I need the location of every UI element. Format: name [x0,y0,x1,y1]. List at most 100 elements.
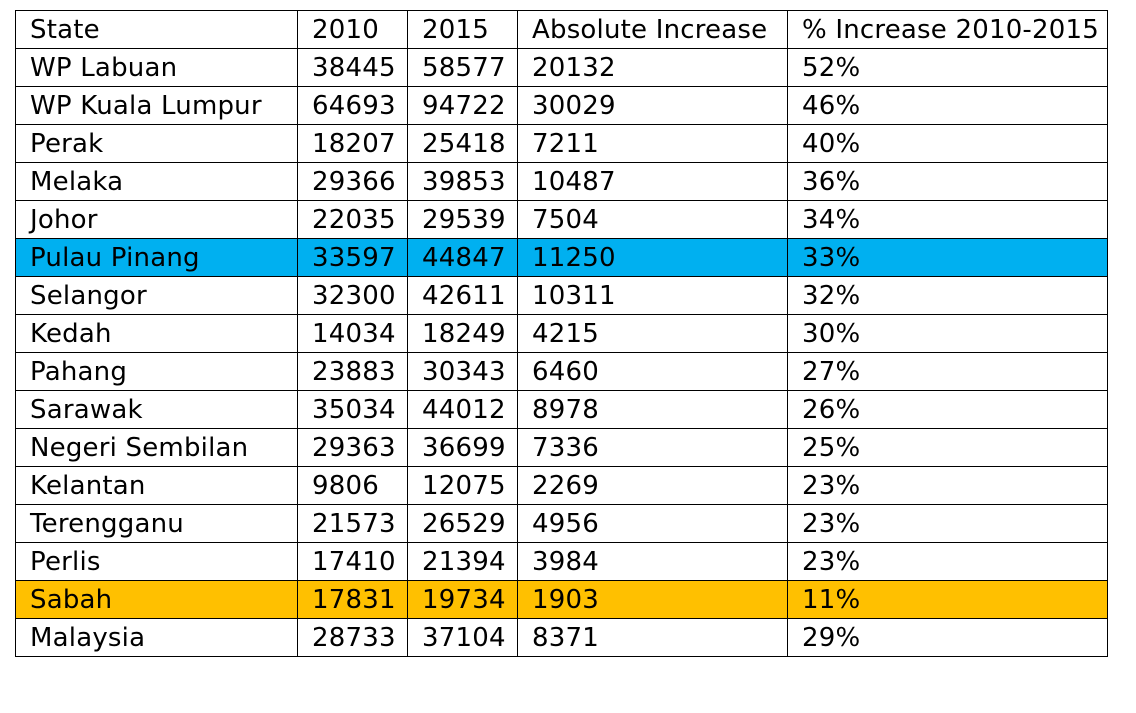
header-2010: 2010 [297,10,408,49]
cell-percent-increase: 40% [787,124,1108,163]
cell-percent-increase: 23% [787,504,1108,543]
cell-state: Kedah [15,314,298,353]
cell-2010: 64693 [297,86,408,125]
cell-absolute-increase: 8978 [517,390,788,429]
cell-2015: 94722 [407,86,518,125]
cell-absolute-increase: 7504 [517,200,788,239]
header-absolute-increase: Absolute Increase [517,10,788,49]
cell-2010: 28733 [297,618,408,657]
cell-2015: 29539 [407,200,518,239]
cell-absolute-increase: 2269 [517,466,788,505]
cell-state: Johor [15,200,298,239]
cell-percent-increase: 23% [787,542,1108,581]
table-row: Kedah 14034 18249 4215 30% [15,314,1108,353]
header-2015: 2015 [407,10,518,49]
cell-2010: 33597 [297,238,408,277]
table-row: Kelantan 9806 12075 2269 23% [15,466,1108,505]
table-row: Sabah 17831 19734 1903 11% [15,580,1108,619]
cell-2010: 23883 [297,352,408,391]
header-percent-increase: % Increase 2010-2015 [787,10,1108,49]
cell-2015: 39853 [407,162,518,201]
cell-absolute-increase: 30029 [517,86,788,125]
cell-state: Sabah [15,580,298,619]
table-row: Sarawak 35034 44012 8978 26% [15,390,1108,429]
cell-absolute-increase: 4956 [517,504,788,543]
cell-2015: 58577 [407,48,518,87]
cell-2015: 37104 [407,618,518,657]
table-header: State 2010 2015 Absolute Increase % Incr… [15,10,1108,49]
cell-absolute-increase: 8371 [517,618,788,657]
cell-2010: 35034 [297,390,408,429]
cell-percent-increase: 11% [787,580,1108,619]
data-table: State 2010 2015 Absolute Increase % Incr… [15,10,1108,657]
cell-percent-increase: 30% [787,314,1108,353]
cell-percent-increase: 36% [787,162,1108,201]
cell-absolute-increase: 3984 [517,542,788,581]
cell-absolute-increase: 7336 [517,428,788,467]
cell-state: Kelantan [15,466,298,505]
cell-state: WP Labuan [15,48,298,87]
cell-2010: 29363 [297,428,408,467]
table-row: Negeri Sembilan 29363 36699 7336 25% [15,428,1108,467]
cell-state: Terengganu [15,504,298,543]
cell-2010: 38445 [297,48,408,87]
header-row: State 2010 2015 Absolute Increase % Incr… [15,10,1108,49]
table-row: WP Labuan 38445 58577 20132 52% [15,48,1108,87]
cell-percent-increase: 33% [787,238,1108,277]
table-row: Melaka 29366 39853 10487 36% [15,162,1108,201]
cell-2015: 19734 [407,580,518,619]
cell-state: Malaysia [15,618,298,657]
cell-state: Selangor [15,276,298,315]
cell-2010: 21573 [297,504,408,543]
table-row: Pahang 23883 30343 6460 27% [15,352,1108,391]
cell-2015: 18249 [407,314,518,353]
cell-2015: 42611 [407,276,518,315]
cell-percent-increase: 23% [787,466,1108,505]
cell-2015: 12075 [407,466,518,505]
cell-2015: 44012 [407,390,518,429]
cell-percent-increase: 34% [787,200,1108,239]
cell-state: Negeri Sembilan [15,428,298,467]
cell-absolute-increase: 4215 [517,314,788,353]
table-row: Perak 18207 25418 7211 40% [15,124,1108,163]
cell-2010: 17831 [297,580,408,619]
cell-percent-increase: 52% [787,48,1108,87]
table-row: Selangor 32300 42611 10311 32% [15,276,1108,315]
cell-percent-increase: 46% [787,86,1108,125]
cell-absolute-increase: 10487 [517,162,788,201]
cell-2015: 26529 [407,504,518,543]
table-row: WP Kuala Lumpur 64693 94722 30029 46% [15,86,1108,125]
cell-state: Pahang [15,352,298,391]
cell-2010: 9806 [297,466,408,505]
cell-state: WP Kuala Lumpur [15,86,298,125]
cell-2010: 22035 [297,200,408,239]
table-row: Terengganu 21573 26529 4956 23% [15,504,1108,543]
cell-2010: 32300 [297,276,408,315]
cell-percent-increase: 25% [787,428,1108,467]
table-body: WP Labuan 38445 58577 20132 52% WP Kuala Lump… [15,48,1108,657]
cell-absolute-increase: 10311 [517,276,788,315]
table-row: Johor 22035 29539 7504 34% [15,200,1108,239]
cell-absolute-increase: 1903 [517,580,788,619]
cell-2010: 29366 [297,162,408,201]
cell-state: Perak [15,124,298,163]
cell-state: Sarawak [15,390,298,429]
cell-2015: 36699 [407,428,518,467]
cell-state: Pulau Pinang [15,238,298,277]
table-row: Pulau Pinang 33597 44847 11250 33% [15,238,1108,277]
cell-percent-increase: 29% [787,618,1108,657]
cell-2010: 18207 [297,124,408,163]
cell-2010: 14034 [297,314,408,353]
cell-2015: 44847 [407,238,518,277]
cell-2015: 30343 [407,352,518,391]
table-row: Malaysia 28733 37104 8371 29% [15,618,1108,657]
cell-state: Perlis [15,542,298,581]
cell-2010: 17410 [297,542,408,581]
cell-state: Melaka [15,162,298,201]
cell-absolute-increase: 7211 [517,124,788,163]
cell-absolute-increase: 20132 [517,48,788,87]
table-row: Perlis 17410 21394 3984 23% [15,542,1108,581]
cell-percent-increase: 27% [787,352,1108,391]
cell-2015: 21394 [407,542,518,581]
cell-absolute-increase: 6460 [517,352,788,391]
